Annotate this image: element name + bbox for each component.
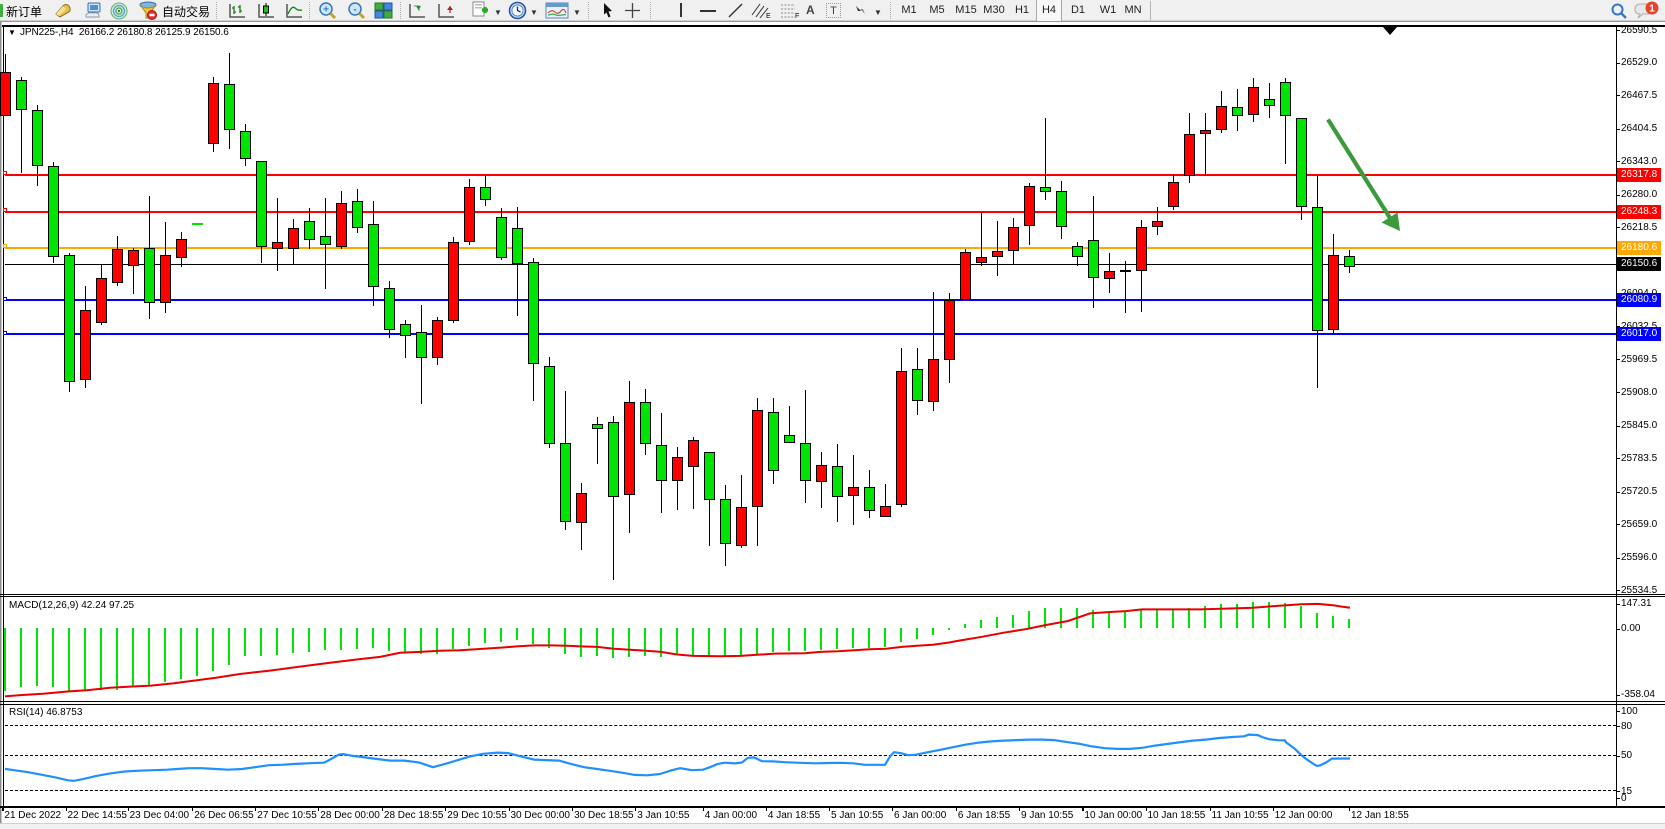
svg-text:1: 1 [1649, 4, 1655, 15]
svg-text:-: - [353, 5, 356, 16]
svg-text:E: E [766, 13, 771, 19]
svg-text:F: F [795, 13, 799, 19]
svg-text:+: + [323, 5, 329, 16]
